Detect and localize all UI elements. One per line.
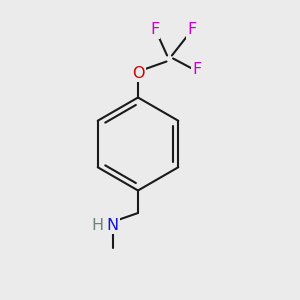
Text: F: F [192, 61, 201, 76]
Text: H: H [92, 218, 104, 232]
Text: N: N [106, 218, 119, 232]
Text: F: F [150, 22, 159, 38]
Text: O: O [132, 66, 144, 81]
Text: F: F [188, 22, 196, 38]
